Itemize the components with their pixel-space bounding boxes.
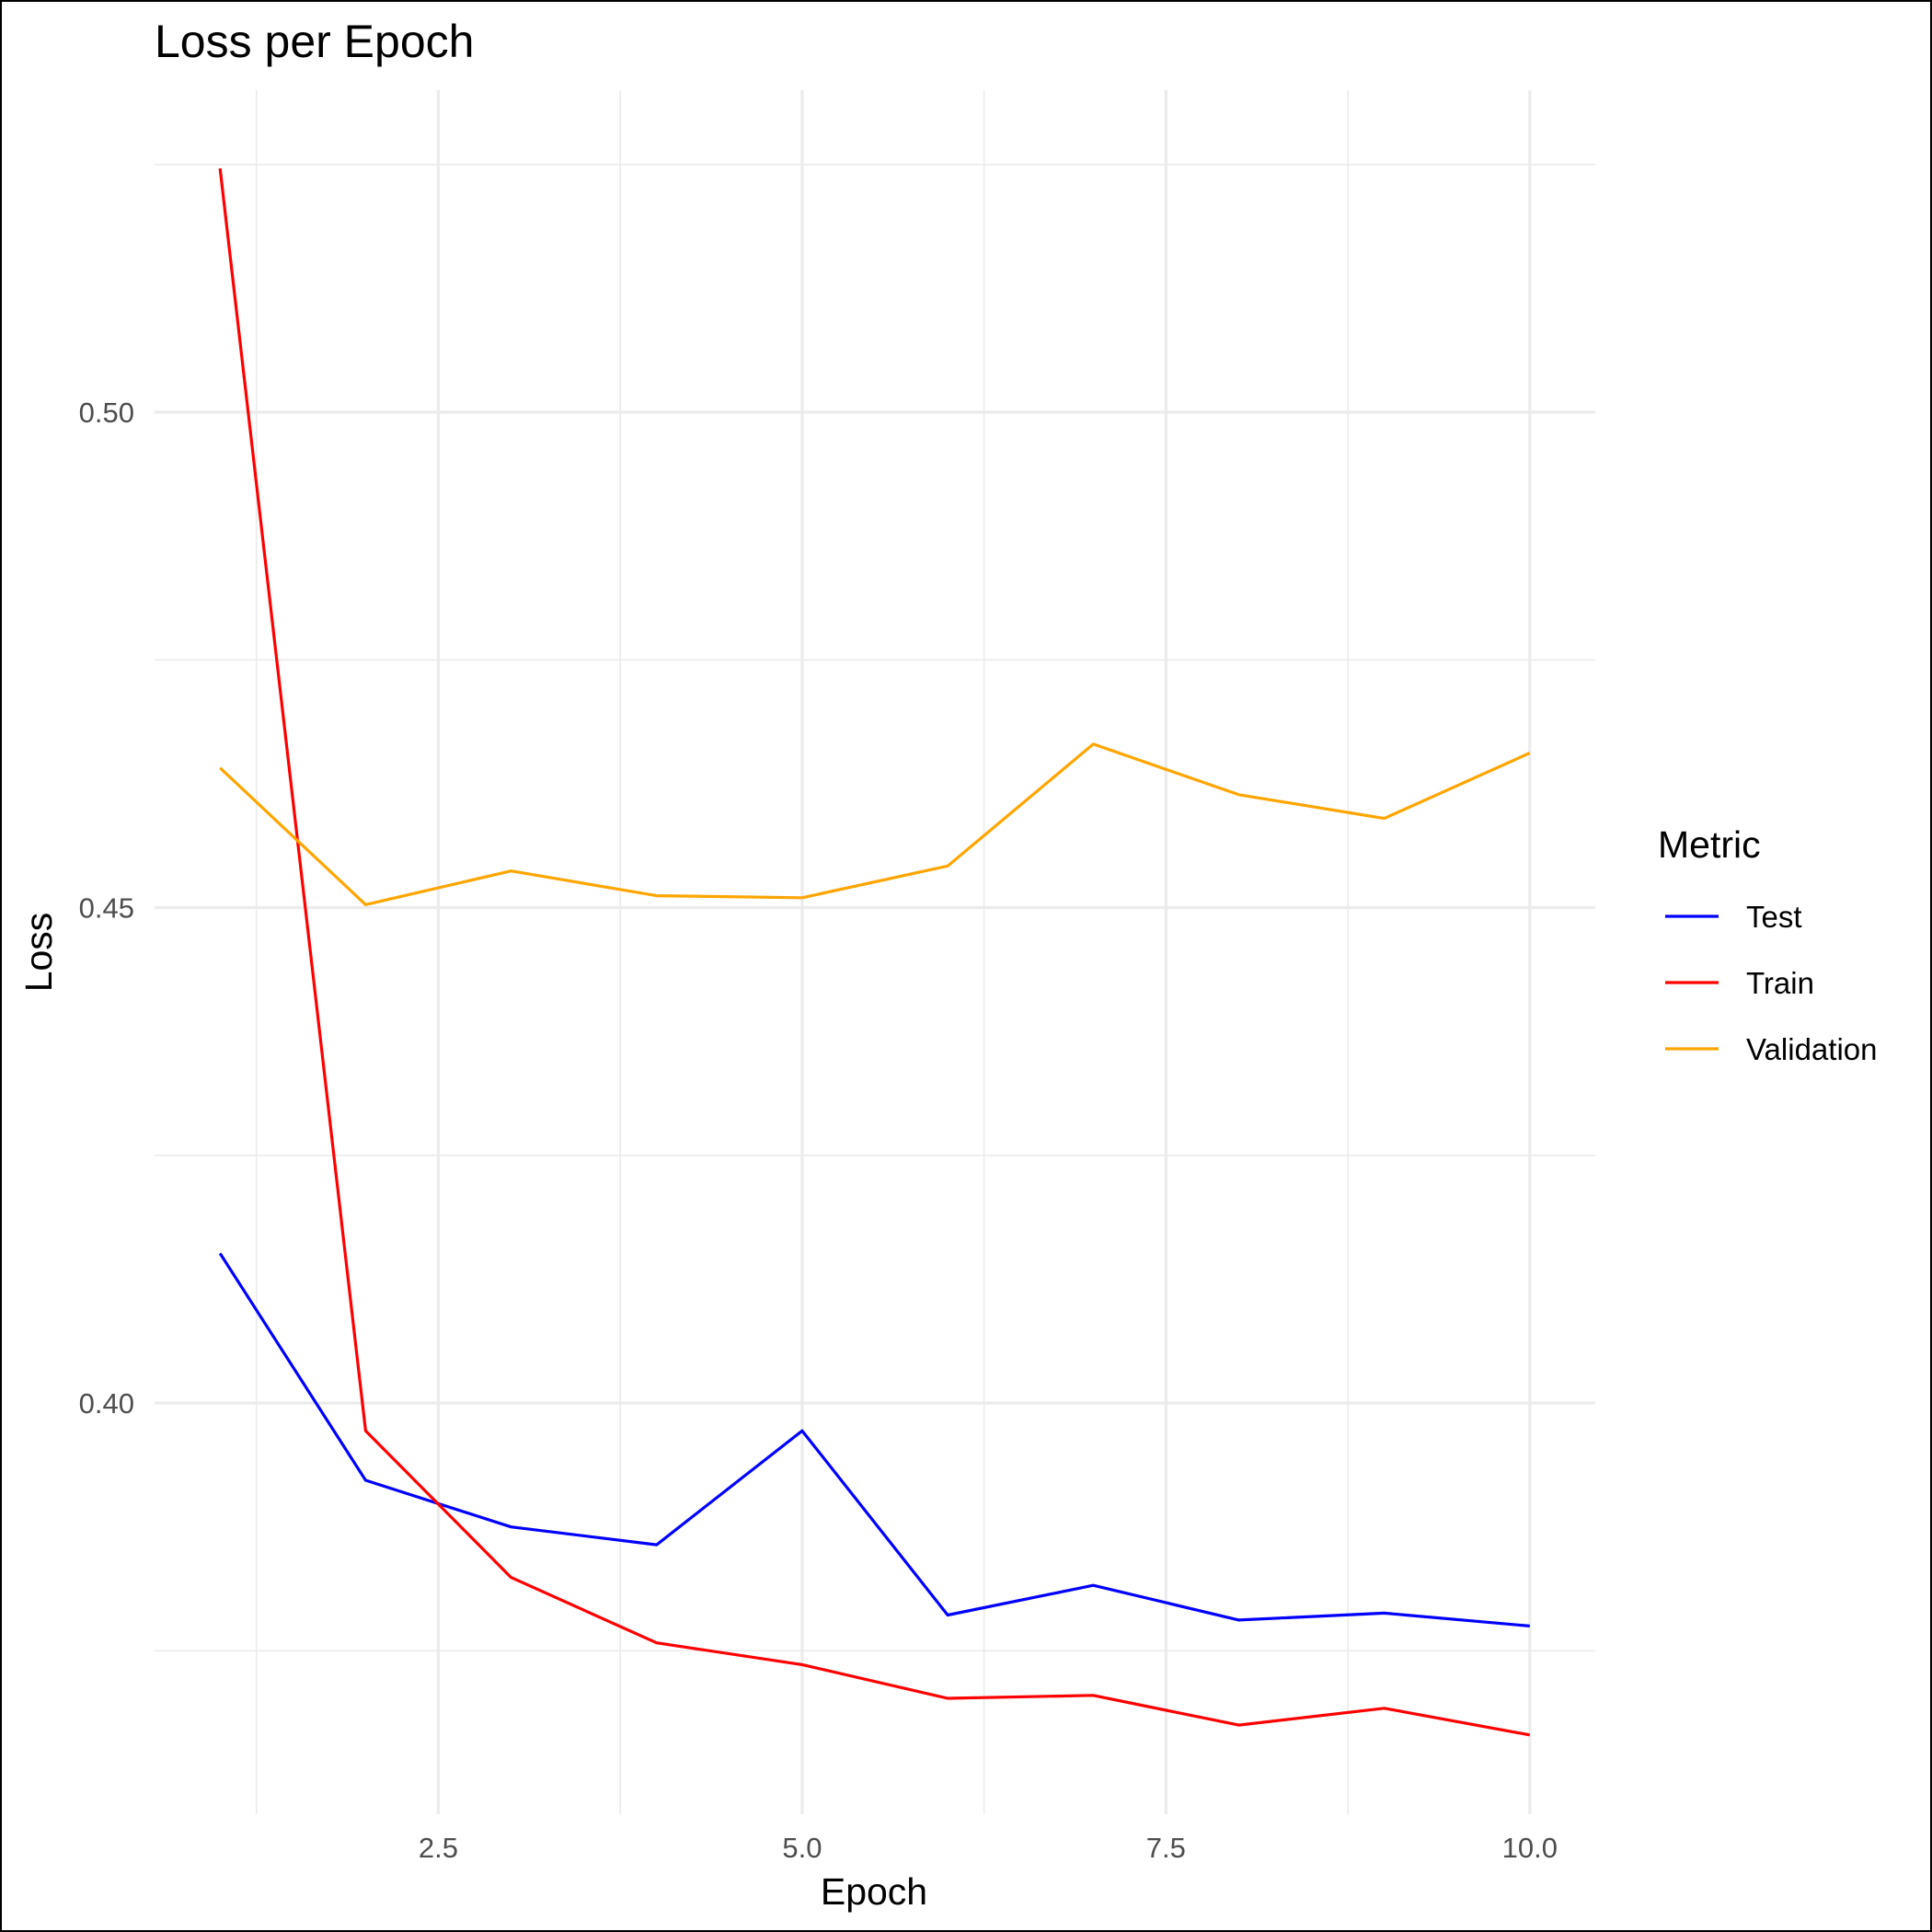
legend: Metric Test Train Validation: [1658, 823, 1878, 1066]
y-tick-label-1: 0.45: [79, 892, 134, 925]
series-line-train: [218, 167, 1531, 1737]
x-tick-label-2: 7.5: [1146, 1832, 1186, 1864]
series-layer: [218, 167, 1531, 1737]
legend-title: Metric: [1658, 823, 1761, 866]
legend-label-test: Test: [1746, 900, 1802, 934]
y-tick-label-2: 0.50: [79, 397, 134, 429]
chart-title: Loss per Epoch: [155, 16, 474, 67]
x-tick-label-1: 5.0: [782, 1832, 822, 1864]
y-axis-title: Loss: [17, 913, 60, 993]
tick-label-layer: 2.5 5.0 7.5 10.0 0.40 0.45 0.50: [79, 397, 1558, 1864]
series-line-validation: [219, 742, 1531, 906]
grid-layer: [155, 90, 1595, 1814]
y-tick-label-0: 0.40: [79, 1387, 134, 1420]
series-line-test: [218, 1252, 1530, 1627]
x-tick-label-3: 10.0: [1502, 1832, 1558, 1864]
x-tick-label-0: 2.5: [419, 1832, 458, 1864]
legend-label-validation: Validation: [1746, 1032, 1878, 1066]
x-axis-title: Epoch: [821, 1870, 927, 1913]
legend-label-train: Train: [1746, 966, 1814, 1000]
